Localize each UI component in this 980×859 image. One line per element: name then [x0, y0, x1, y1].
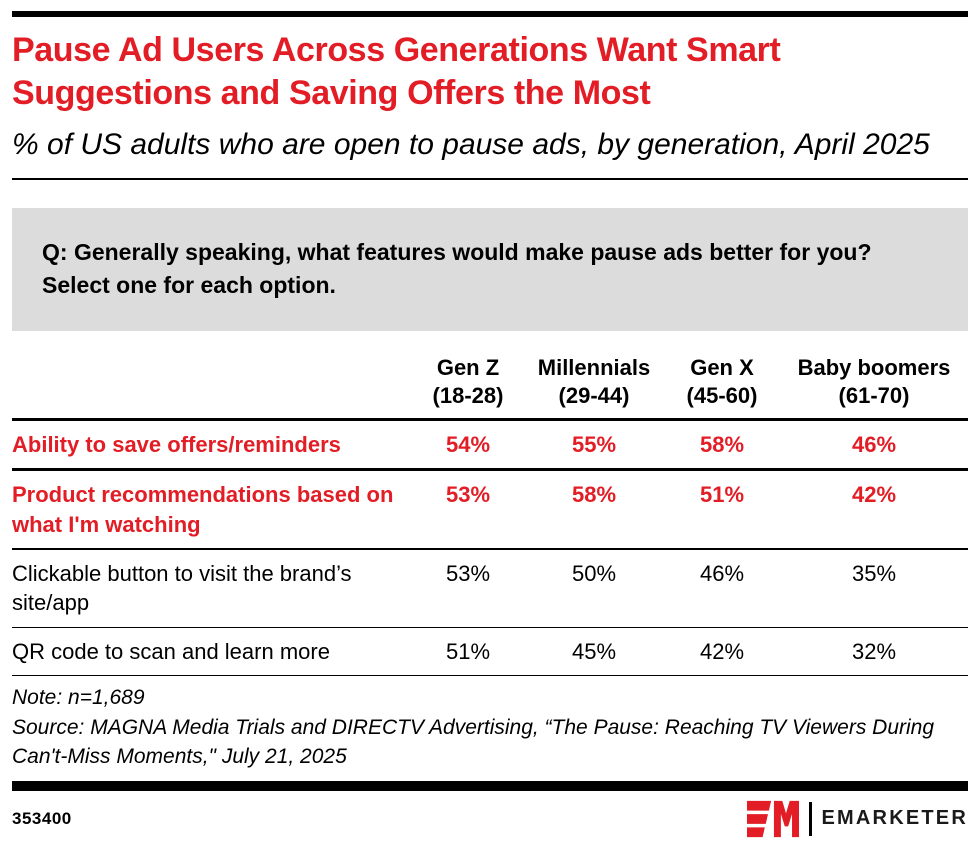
column-header-gen-z: Gen Z (18-28) — [412, 353, 524, 421]
column-age-range: (18-28) — [432, 382, 504, 408]
table-row-qr-code: QR code to scan and learn more 51% 45% 4… — [12, 627, 968, 676]
page-title: Pause Ad Users Across Generations Want S… — [12, 31, 781, 112]
bottom-accent-bar — [12, 780, 968, 791]
column-age-range: (61-70) — [838, 382, 910, 408]
row-label: QR code to scan and learn more — [12, 638, 330, 664]
survey-question-box: Q: Generally speaking, what features wou… — [12, 208, 968, 331]
value-cell: 58% — [699, 431, 745, 457]
value-cell: 50% — [571, 561, 617, 587]
value-cell: 42% — [851, 482, 897, 508]
data-table: Gen Z (18-28) Millennials (29-44) Gen X … — [12, 353, 968, 677]
chart-id: 353400 — [12, 808, 72, 828]
value-cell: 46% — [851, 431, 897, 457]
value-cell: 51% — [445, 638, 491, 664]
note-text: Note: n=1,689 — [12, 686, 145, 710]
table-row-product-recommendations: Product recommendations based on what I'… — [12, 470, 968, 550]
column-age-range: (45-60) — [686, 382, 758, 408]
table-row-save-offers: Ability to save offers/reminders 54% 55%… — [12, 419, 968, 470]
footer: 353400 EMARKETER — [12, 791, 968, 838]
value-cell: 35% — [851, 561, 897, 587]
header-divider — [12, 178, 968, 181]
table-header-row: Gen Z (18-28) Millennials (29-44) Gen X … — [12, 353, 968, 421]
page-subtitle: % of US adults who are open to pause ads… — [12, 127, 930, 161]
value-cell: 51% — [699, 482, 745, 508]
row-label: Product recommendations based on what I'… — [12, 482, 394, 537]
survey-question-text: Q: Generally speaking, what features wou… — [42, 239, 872, 299]
em-logomark-icon — [746, 800, 799, 837]
value-cell: 53% — [445, 482, 491, 508]
column-name: Baby boomers — [797, 354, 951, 380]
table-corner-cell — [12, 353, 412, 421]
source-text: Source: MAGNA Media Trials and DIRECTV A… — [12, 715, 935, 769]
value-cell: 53% — [445, 561, 491, 587]
value-cell: 42% — [699, 638, 745, 664]
column-name: Gen X — [690, 354, 754, 380]
row-label: Clickable button to visit the brand’s si… — [12, 561, 352, 616]
value-cell: 46% — [699, 561, 745, 587]
column-age-range: (29-44) — [558, 382, 630, 408]
value-cell: 54% — [445, 431, 491, 457]
infographic-page: Pause Ad Users Across Generations Want S… — [12, 11, 968, 838]
value-cell: 32% — [851, 638, 897, 664]
brand-wordmark: EMARKETER — [821, 807, 968, 830]
column-header-baby-boomers: Baby boomers (61-70) — [780, 353, 968, 421]
value-cell: 55% — [571, 431, 617, 457]
column-name: Millennials — [537, 354, 651, 380]
column-header-millennials: Millennials (29-44) — [524, 353, 664, 421]
top-accent-bar — [12, 11, 968, 17]
row-label: Ability to save offers/reminders — [12, 431, 341, 457]
value-cell: 45% — [571, 638, 617, 664]
column-header-gen-x: Gen X (45-60) — [664, 353, 780, 421]
logo-divider — [808, 801, 812, 836]
value-cell: 58% — [571, 482, 617, 508]
emarketer-logo: EMARKETER — [746, 800, 968, 838]
column-name: Gen Z — [436, 354, 500, 380]
table-row-clickable-button: Clickable button to visit the brand’s si… — [12, 549, 968, 628]
